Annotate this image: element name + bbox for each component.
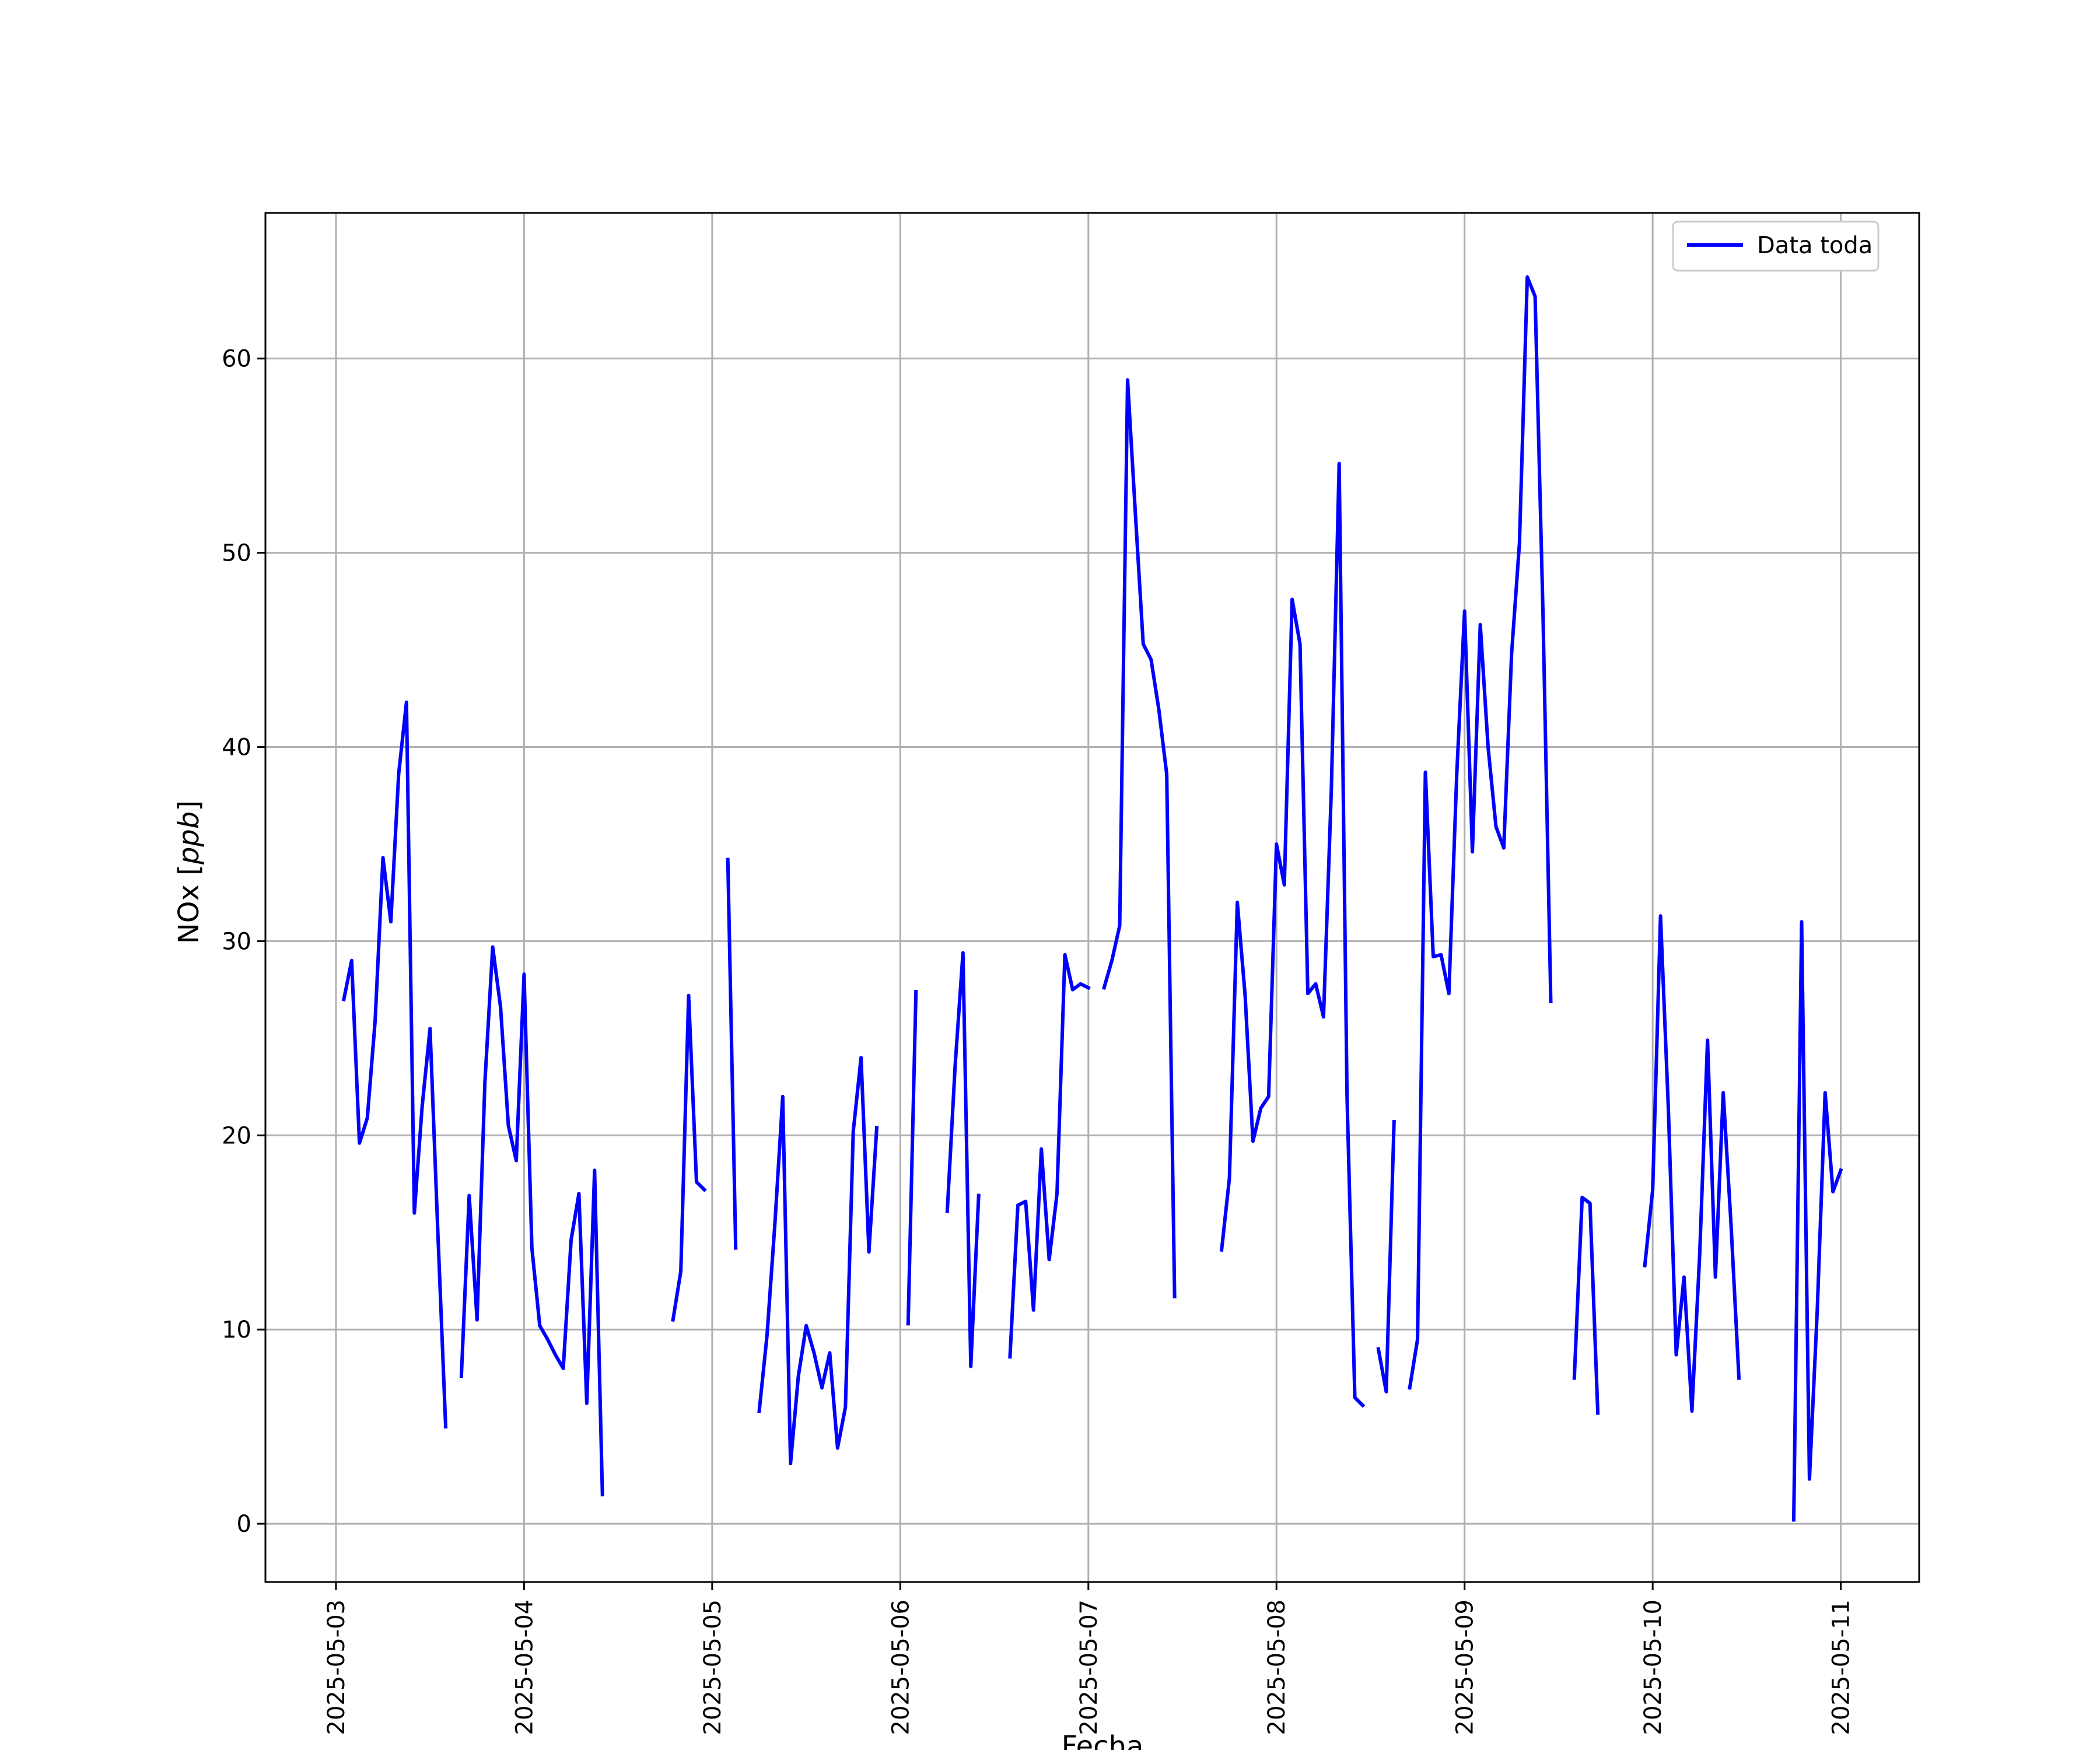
x-axis: 2025-05-03 2025-05-04 2025-05-05 2025-05-06… [323,1582,1855,1735]
plot-area [264,212,1920,1583]
series-line-segment [1643,914,1741,1413]
plot-frame [264,212,1920,1583]
x-tick-label: 2025-05-11 [1828,1600,1855,1735]
x-tick-label: 2025-05-04 [511,1600,538,1735]
x-tick-label: 2025-05-10 [1640,1600,1667,1735]
y-tick-label: 60 [222,346,251,373]
y-tick-label: 40 [222,734,251,761]
y-tick-label: 20 [222,1122,251,1149]
x-tick-label: 2025-05-06 [887,1600,914,1735]
x-tick-label: 2025-05-09 [1452,1600,1479,1735]
legend: Data toda [1672,220,1880,272]
y-tick-label: 30 [222,928,251,955]
y-tick-label: 10 [222,1317,251,1343]
x-tick-label: 2025-05-07 [1076,1600,1102,1735]
y-axis: 0 10 20 30 40 50 60 [222,346,265,1538]
x-tick-label: 2025-05-08 [1264,1600,1290,1735]
series-line-segment [1572,1195,1600,1415]
series-line-segment [1101,378,1177,1298]
series-line-segment [341,700,448,1429]
legend-box [1672,220,1880,272]
series-data-toda [341,275,1843,1522]
series-line-segment [906,989,918,1326]
y-axis-label: NOx [ppb] [173,800,205,944]
series-line-segment [459,945,604,1497]
series-line-segment [1376,1119,1396,1394]
y-axis-label-unit: ppb [173,811,205,865]
y-tick-label: 50 [222,540,251,567]
x-axis-label: Fecha [1062,1730,1144,1750]
plot-background [265,213,1919,1582]
series-line-segment [1008,953,1091,1359]
series-line-segment [1219,461,1366,1408]
legend-label-data-toda: Data toda [1757,232,1873,259]
grid [265,213,1919,1582]
series-line-segment [726,858,738,1250]
y-axis-label-prefix: NOx [ [173,864,205,944]
y-tick-label: 0 [237,1511,251,1538]
series-line-segment [945,951,981,1368]
x-tick-label: 2025-05-05 [699,1600,726,1735]
series-line-segment [1408,275,1553,1390]
x-tick-label: 2025-05-03 [323,1600,350,1735]
series-line-segment [671,993,707,1322]
series-line-segment [1791,920,1843,1522]
series-line-segment [757,1056,879,1465]
y-axis-label-suffix: ] [173,800,205,811]
